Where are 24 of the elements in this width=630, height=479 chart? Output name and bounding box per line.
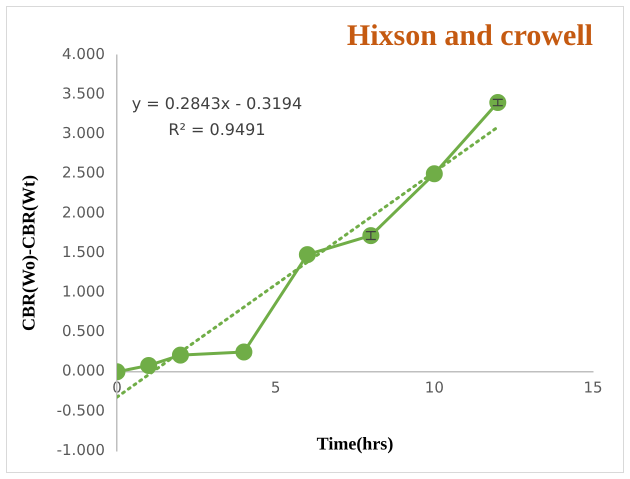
x-tick-label: 10 [424,378,444,397]
point [489,94,506,112]
x-tick-label: 5 [270,378,280,397]
y-tick-label: -1.000 [56,440,105,459]
y-tick-label: 3.500 [62,84,105,102]
y-tick-label: 2.500 [62,164,105,182]
y-tick-label: 0.500 [62,322,105,340]
x-axis-title: Time(hrs) [316,433,394,454]
annotation: y = 0.2843x - 0.3194 [132,94,302,114]
point [298,246,316,264]
y-tick-label: 1.000 [62,282,105,300]
x-tick-label: 15 [583,378,603,397]
point [140,356,158,374]
y-tick-label: 2.000 [62,203,105,222]
y-tick-label: 0.000 [62,362,105,380]
chart-title: Hixson and crowell [346,18,593,52]
point [362,227,380,244]
y-tick-label: 3.000 [62,124,105,142]
point [235,344,252,360]
annotation: R² = 0.9491 [168,120,266,140]
y-tick-label: 4.000 [62,44,105,63]
y-tick-label: 1.500 [62,242,105,261]
y-tick-label: -0.500 [56,401,105,420]
y-axis-title: CBR(Wo)-CBR(Wt) [18,175,38,331]
